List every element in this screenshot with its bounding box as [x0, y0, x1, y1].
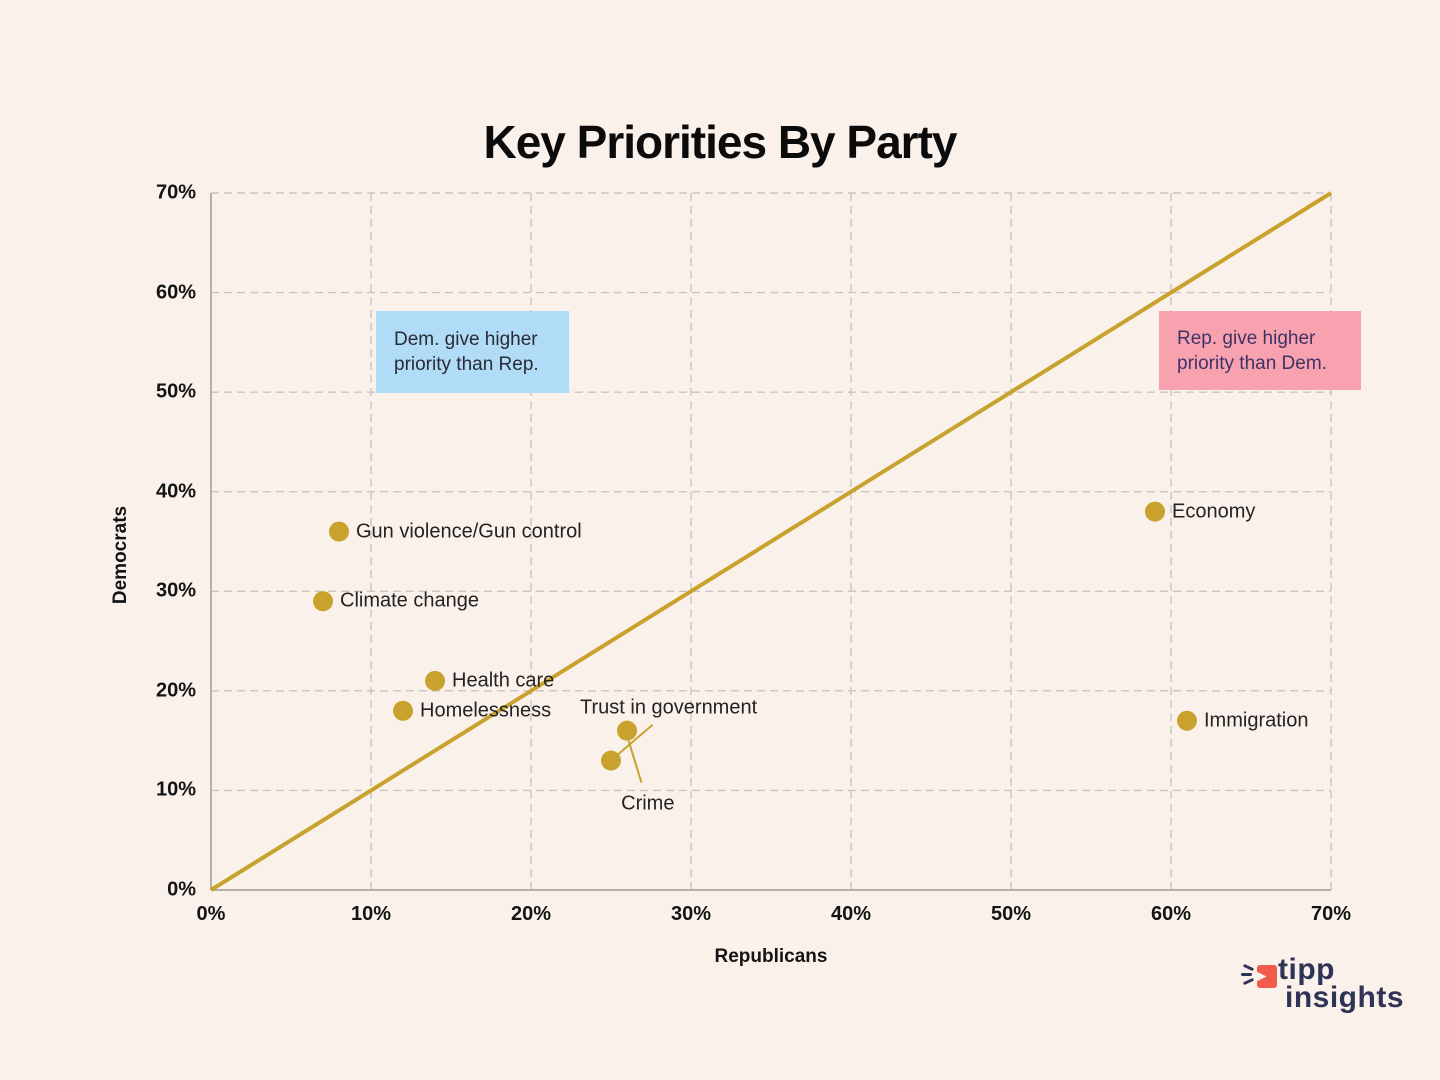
annotation-rep-line2: priority than Dem. [1177, 352, 1327, 374]
y-tick-40%: 40% [155, 480, 196, 503]
leader-line [627, 740, 643, 783]
x-axis-title: Republicans [714, 946, 828, 967]
point-label-immigration: Immigration [1204, 709, 1309, 732]
x-tick-30%: 30% [670, 903, 712, 925]
x-tick-40%: 40% [830, 903, 872, 925]
data-point-health-care [425, 670, 445, 691]
annotation-dem-line1: Dem. give higher [394, 329, 538, 350]
data-point-climate-change [313, 591, 333, 612]
point-label-health-care: Health care [452, 669, 555, 692]
tipp-insights-logo: tipp insights [1240, 953, 1425, 1025]
annotation-rep-line1: Rep. give higher [1177, 327, 1316, 349]
diagonal-parity-line [209, 191, 1333, 892]
x-tick-60%: 60% [1150, 903, 1192, 925]
data-point-gun-violence-gun-control [329, 521, 349, 542]
annotation-dem-higher: Dem. give higher priority than Rep. [376, 311, 569, 393]
y-tick-50%: 50% [155, 380, 196, 403]
point-label-economy: Economy [1172, 500, 1256, 523]
x-tick-70%: 70% [1310, 903, 1352, 925]
y-tick-30%: 30% [155, 579, 196, 602]
y-tick-20%: 20% [155, 679, 196, 702]
x-tick-10%: 10% [350, 903, 392, 925]
point-label-homelessness: Homelessness [420, 699, 552, 722]
y-tick-70%: 70% [155, 181, 196, 204]
logo-wordmark: tipp insights [1278, 953, 1405, 1014]
point-label-crime: Crime [621, 792, 675, 815]
data-point-immigration [1177, 710, 1197, 731]
x-tick-20%: 20% [510, 903, 552, 925]
y-axis-title: Democrats [110, 505, 131, 605]
annotation-rep-higher: Rep. give higher priority than Dem. [1159, 311, 1361, 390]
point-label-climate-change: Climate change [340, 589, 479, 612]
x-tick-50%: 50% [990, 903, 1032, 925]
data-point-homelessness [393, 700, 413, 721]
data-point-crime [617, 720, 637, 741]
y-tick-10%: 10% [155, 778, 196, 801]
point-label-gun-violence-gun-control: Gun violence/Gun control [356, 520, 582, 543]
data-point-trust-in-government [601, 750, 621, 771]
annotation-dem-line2: priority than Rep. [394, 354, 539, 375]
leader-line [615, 723, 654, 757]
chart-title: Key Priorities By Party [483, 115, 957, 168]
logo-word-insights: insights [1285, 981, 1405, 1014]
point-label-trust-in-government: Trust in government [580, 696, 758, 719]
x-tick-0%: 0% [196, 903, 226, 925]
data-point-economy [1145, 501, 1165, 522]
logo-whoosh-icon [1240, 953, 1256, 986]
logo-flag-icon [1257, 965, 1277, 988]
logo-word-tipp: tipp [1278, 953, 1335, 986]
y-tick-60%: 60% [155, 281, 196, 304]
y-tick-0%: 0% [167, 878, 196, 901]
